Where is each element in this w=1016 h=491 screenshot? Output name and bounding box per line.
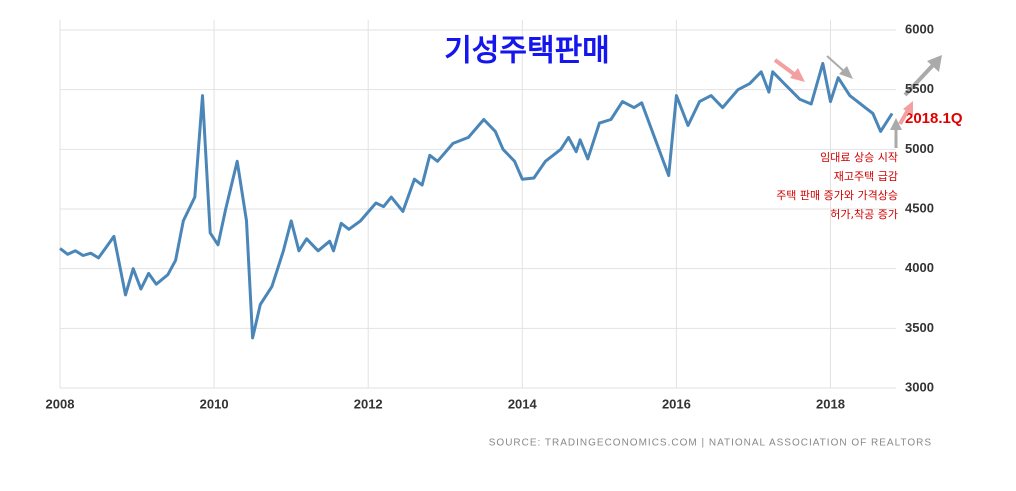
annotation: 임대료 상승 시작 (820, 151, 898, 164)
line-series (59, 61, 894, 340)
annotation: 허가,착공 증가 (830, 208, 898, 221)
y-tick-label: 3500 (905, 320, 934, 335)
arrow (826, 55, 847, 74)
arrow-head (790, 68, 805, 82)
chart-title: 기성주택판매 (444, 34, 610, 69)
y-tick-label: 5000 (905, 141, 934, 156)
x-tick-label: 2018 (816, 396, 845, 411)
annotation: 주택 판매 증가와 가격상승 (776, 189, 898, 202)
x-tick-label: 2016 (662, 396, 691, 411)
x-tick-label: 2010 (200, 396, 229, 411)
x-tick-label: 2012 (354, 396, 383, 411)
x-tick-label: 2014 (508, 396, 538, 411)
arrow (903, 61, 937, 97)
annotation: 재고주택 급감 (834, 170, 898, 183)
annotation: 2018.1Q (905, 110, 963, 127)
y-tick-label: 6000 (905, 21, 934, 36)
arrow (898, 109, 910, 125)
y-tick-label: 5500 (905, 81, 934, 96)
y-tick-label: 4000 (905, 260, 934, 275)
x-tick-label: 2008 (46, 396, 75, 411)
source: SOURCE: TRADINGECONOMICS.COM | NATIONAL … (489, 438, 932, 449)
arrow-head (927, 55, 942, 72)
y-tick-label: 3000 (905, 379, 934, 394)
arrows (773, 55, 942, 148)
arrow-head (839, 66, 853, 79)
y-tick-label: 4500 (905, 200, 934, 215)
arrow-head (890, 118, 902, 130)
arrow-head (903, 101, 913, 115)
